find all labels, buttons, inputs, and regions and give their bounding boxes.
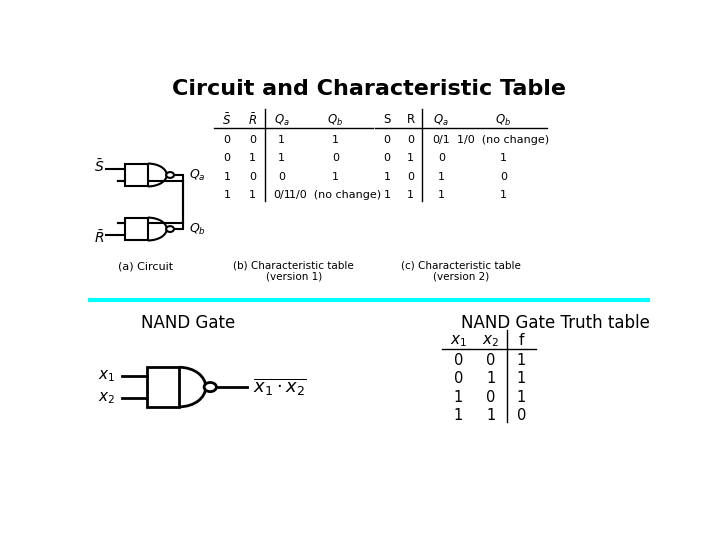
Text: 0/1: 0/1: [433, 135, 450, 145]
Text: 1: 1: [384, 190, 391, 200]
Text: 1: 1: [249, 190, 256, 200]
Circle shape: [204, 382, 217, 392]
Text: 0: 0: [454, 371, 463, 386]
Text: $\bar{S}$: $\bar{S}$: [94, 158, 105, 175]
Text: 1: 1: [407, 190, 414, 200]
Text: 1: 1: [517, 353, 526, 368]
Text: 1: 1: [407, 153, 414, 164]
Text: $x_1$: $x_1$: [450, 333, 467, 349]
Text: 1: 1: [486, 371, 495, 386]
Text: 1: 1: [332, 172, 339, 181]
Text: 1: 1: [384, 172, 391, 181]
Text: $\overline{x_1 \cdot x_2}$: $\overline{x_1 \cdot x_2}$: [253, 377, 306, 397]
Text: 0: 0: [438, 153, 445, 164]
Circle shape: [166, 226, 174, 232]
Bar: [147, 367, 179, 407]
Text: 0: 0: [454, 353, 463, 368]
Text: 0: 0: [223, 135, 230, 145]
Text: $\bar{R}$: $\bar{R}$: [94, 229, 105, 246]
Text: 1: 1: [517, 371, 526, 386]
Text: 1/0  (no change): 1/0 (no change): [289, 190, 382, 200]
Text: Circuit and Characteristic Table: Circuit and Characteristic Table: [172, 79, 566, 99]
Text: 1: 1: [332, 135, 339, 145]
Text: 0: 0: [486, 389, 495, 404]
Text: 1: 1: [438, 172, 445, 181]
Bar: [125, 164, 148, 186]
Text: 1: 1: [486, 408, 495, 423]
Text: $Q_a$: $Q_a$: [189, 167, 206, 183]
Text: 1: 1: [249, 153, 256, 164]
Text: $Q_b$: $Q_b$: [495, 113, 511, 128]
Text: 1: 1: [278, 153, 285, 164]
Text: 1: 1: [438, 190, 445, 200]
Text: NAND Gate: NAND Gate: [140, 314, 235, 332]
Text: 1: 1: [517, 389, 526, 404]
Text: 1: 1: [223, 190, 230, 200]
Text: NAND Gate Truth table: NAND Gate Truth table: [461, 314, 650, 332]
Text: 0: 0: [500, 172, 507, 181]
Text: 0: 0: [384, 153, 391, 164]
Text: $Q_b$: $Q_b$: [328, 113, 343, 128]
Text: (a) Circuit: (a) Circuit: [118, 261, 174, 271]
Text: $\bar{R}$: $\bar{R}$: [248, 113, 257, 128]
Text: 1/0  (no change): 1/0 (no change): [457, 135, 549, 145]
Text: 0: 0: [486, 353, 495, 368]
Text: $x_1$: $x_1$: [98, 368, 114, 384]
Text: (b) Characteristic table
(version 1): (b) Characteristic table (version 1): [233, 260, 354, 282]
Text: 0: 0: [517, 408, 526, 423]
Text: 0/1: 0/1: [273, 190, 291, 200]
Text: 0: 0: [332, 153, 339, 164]
Text: $Q_a$: $Q_a$: [274, 113, 289, 128]
Text: $\bar{S}$: $\bar{S}$: [222, 113, 232, 128]
Text: $Q_a$: $Q_a$: [433, 113, 449, 128]
Text: 1: 1: [454, 408, 463, 423]
Text: 1: 1: [454, 389, 463, 404]
Text: 0: 0: [384, 135, 391, 145]
Text: S: S: [384, 113, 391, 126]
Text: $Q_b$: $Q_b$: [189, 221, 206, 237]
Text: 1: 1: [278, 135, 285, 145]
Text: $x_2$: $x_2$: [98, 390, 114, 406]
Text: $x_2$: $x_2$: [482, 333, 499, 349]
Text: 0: 0: [407, 135, 414, 145]
Text: 0: 0: [223, 153, 230, 164]
Text: 0: 0: [249, 135, 256, 145]
Text: f: f: [518, 333, 524, 348]
Text: 0: 0: [249, 172, 256, 181]
Circle shape: [166, 172, 174, 178]
Text: (c) Characteristic table
(version 2): (c) Characteristic table (version 2): [401, 260, 521, 282]
Text: 1: 1: [500, 190, 507, 200]
Text: 1: 1: [500, 153, 507, 164]
Text: R: R: [407, 113, 415, 126]
Text: 1: 1: [223, 172, 230, 181]
Text: 0: 0: [278, 172, 285, 181]
Bar: [125, 218, 148, 240]
Text: 0: 0: [407, 172, 414, 181]
